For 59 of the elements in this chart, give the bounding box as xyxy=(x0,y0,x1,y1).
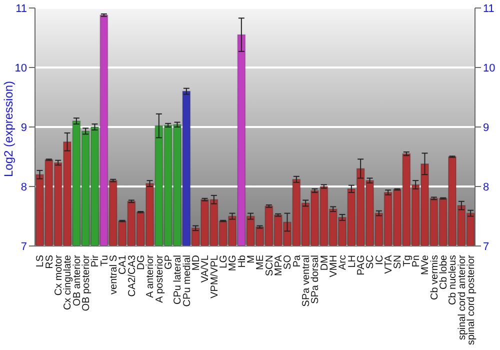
y-tick-label: 7 xyxy=(20,240,27,253)
x-tick-label: LG xyxy=(218,254,230,268)
x-tick-label: Cb vermis xyxy=(429,255,440,300)
x-tick-label: SPa dorsal xyxy=(310,255,322,304)
x-tick-label: LS xyxy=(35,254,46,268)
x-tick-label: A anterior xyxy=(145,254,156,298)
x-tick-label: MPA xyxy=(273,254,284,276)
x-tick-label: VTA xyxy=(383,254,394,274)
x-tick-label: Tg xyxy=(402,255,413,267)
x-tick-label: Cx cingulate xyxy=(62,254,74,310)
x-tick-label: Tu xyxy=(99,255,110,266)
x-tick-label: MD xyxy=(190,255,202,271)
x-tick-label: SC xyxy=(365,255,376,269)
x-tick-label: PAG xyxy=(356,254,367,276)
x-tick-label: MG xyxy=(228,254,239,272)
x-tick-label: DG xyxy=(136,254,147,270)
x-tick-label: Hb xyxy=(236,254,248,268)
x-tick-label: OB posterior xyxy=(80,254,92,312)
x-tick-label: Cx motor xyxy=(53,254,64,296)
x-tick-label: Pn xyxy=(410,255,422,268)
x-tick-label: ME xyxy=(255,254,266,270)
y2-tick-label: 9 xyxy=(483,122,490,134)
x-tick-label: DM xyxy=(319,255,330,271)
x-tick-label: Cb nucleus xyxy=(448,255,459,306)
x-tick-label: RS xyxy=(44,254,56,269)
y2-tick-label: 10 xyxy=(483,62,496,74)
x-tick-label: A posterior xyxy=(154,254,166,303)
x-tick-label: CA1 xyxy=(118,254,129,274)
y2-tick-label: 8 xyxy=(483,181,490,194)
x-tick-label: MVe xyxy=(420,254,432,276)
x-tick-label: SPa ventral xyxy=(300,255,312,307)
x-tick-label: Pir xyxy=(90,254,102,268)
x-tick-label: Pa xyxy=(292,254,303,268)
y-axis-title: Log2 (expression) xyxy=(1,80,16,177)
y2-tick-label: 11 xyxy=(483,2,494,15)
x-tick-label: spinal cord posterior xyxy=(466,254,477,346)
x-tick-label: SO xyxy=(282,254,294,270)
x-tick-label: LH xyxy=(346,255,358,268)
x-tick-label: OB anterior xyxy=(72,254,83,306)
x-tick-label: GP xyxy=(163,254,174,270)
y-tick-label: 11 xyxy=(16,2,27,15)
x-tick-label: ventral S xyxy=(108,254,120,294)
x-tick-label: IC xyxy=(374,255,386,265)
y-tick-label: 9 xyxy=(20,122,27,134)
x-tick-label: SN xyxy=(392,255,404,269)
y-tick-label: 8 xyxy=(20,181,27,194)
x-tick-label: VPM/VPL xyxy=(209,254,220,298)
x-tick-label: Arc xyxy=(338,255,349,270)
x-tick-label: M xyxy=(246,255,257,264)
y-tick-label: 10 xyxy=(14,62,27,74)
x-tick-label: VMH xyxy=(328,255,340,278)
x-tick-label: spinal cord anterior xyxy=(456,254,468,340)
x-tick-label: CPu lateral xyxy=(172,255,184,304)
x-tick-label: SCN xyxy=(264,255,276,276)
x-tick-label: CPu medial xyxy=(182,255,193,307)
x-tick-label: Cb lobe xyxy=(438,254,450,290)
y2-tick-label: 7 xyxy=(483,240,490,253)
x-tick-label: CA2/CA3 xyxy=(126,254,138,297)
x-tick-label: VA/VL xyxy=(200,254,212,283)
